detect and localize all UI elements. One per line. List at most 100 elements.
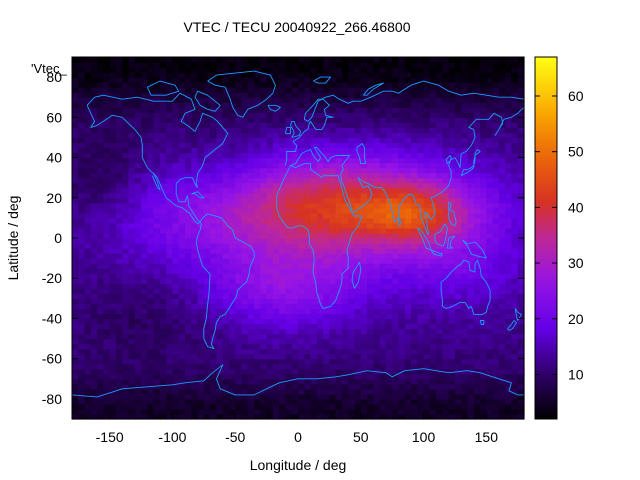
heatmap-cell: [178, 338, 186, 345]
heatmap-cell: [480, 102, 487, 108]
heatmap-cell: [128, 92, 136, 98]
heatmap-cell: [492, 383, 500, 390]
heatmap-cell: [84, 383, 92, 390]
heatmap-cell: [266, 227, 274, 234]
heatmap-cell: [90, 147, 98, 154]
heatmap-cell: [329, 147, 337, 154]
heatmap-cell: [235, 77, 243, 83]
heatmap-cell: [392, 187, 400, 194]
heatmap-cell: [498, 212, 506, 219]
heatmap-cell: [103, 167, 111, 174]
heatmap-cell: [442, 263, 450, 269]
heatmap-cell: [517, 207, 525, 214]
heatmap-cell: [411, 408, 418, 415]
heatmap-cell: [517, 293, 525, 299]
heatmap-cell: [222, 92, 230, 98]
heatmap-cell: [385, 162, 393, 169]
heatmap-cell: [210, 157, 217, 164]
heatmap-cell: [78, 338, 86, 345]
heatmap-cell: [423, 323, 431, 330]
heatmap-cell: [159, 283, 167, 289]
heatmap-cell: [298, 343, 305, 350]
heatmap-cell: [147, 232, 155, 239]
heatmap-cell: [454, 378, 462, 385]
heatmap-cell: [191, 137, 199, 144]
heatmap-cell: [128, 393, 136, 400]
heatmap-cell: [511, 172, 519, 179]
heatmap-cell: [310, 278, 318, 284]
heatmap-cell: [72, 97, 79, 103]
heatmap-cell: [241, 383, 249, 390]
heatmap-cell: [373, 238, 381, 244]
heatmap-cell: [191, 132, 199, 139]
heatmap-cell: [172, 313, 180, 320]
heatmap-cell: [72, 157, 79, 164]
heatmap-cell: [109, 283, 117, 289]
heatmap-cell: [141, 87, 148, 93]
heatmap-cell: [97, 293, 104, 299]
heatmap-cell: [498, 258, 506, 264]
heatmap-cell: [511, 353, 519, 360]
heatmap-cell: [115, 77, 123, 83]
heatmap-cell: [115, 308, 123, 315]
heatmap-cell: [84, 333, 92, 340]
heatmap-cell: [128, 212, 136, 219]
heatmap-cell: [235, 298, 243, 304]
heatmap-cell: [90, 293, 98, 299]
heatmap-cell: [423, 398, 431, 405]
heatmap-cell: [241, 172, 249, 179]
heatmap-cell: [147, 182, 155, 189]
heatmap-cell: [272, 373, 280, 380]
heatmap-cell: [90, 243, 98, 249]
heatmap-cell: [147, 172, 155, 179]
heatmap-cell: [323, 283, 330, 289]
heatmap-cell: [166, 67, 174, 73]
heatmap-cell: [492, 323, 500, 330]
heatmap-cell: [185, 217, 192, 224]
heatmap-cell: [392, 338, 400, 345]
heatmap-cell: [285, 177, 293, 184]
heatmap-cell: [454, 408, 462, 415]
heatmap-cell: [134, 403, 142, 410]
heatmap-cell: [341, 162, 349, 169]
heatmap-cell: [442, 92, 450, 98]
heatmap-cell: [122, 338, 130, 345]
heatmap-cell: [348, 77, 356, 83]
heatmap-cell: [348, 408, 356, 415]
heatmap-cell: [454, 82, 462, 88]
heatmap-cell: [310, 298, 318, 304]
heatmap-cell: [266, 157, 274, 164]
heatmap-cell: [216, 258, 224, 264]
heatmap-cell: [272, 117, 280, 123]
heatmap-cell: [398, 333, 406, 340]
heatmap-cell: [373, 77, 381, 83]
heatmap-cell: [247, 343, 255, 350]
heatmap-cell: [247, 77, 255, 83]
heatmap-cell: [398, 253, 406, 259]
heatmap-cell: [197, 313, 205, 320]
heatmap-cell: [279, 107, 287, 113]
heatmap-cell: [260, 283, 268, 289]
heatmap-cell: [254, 263, 261, 269]
heatmap-cell: [103, 197, 111, 204]
heatmap-cell: [329, 162, 337, 169]
heatmap-cell: [448, 87, 456, 93]
heatmap-cell: [103, 172, 111, 179]
heatmap-cell: [103, 278, 111, 284]
heatmap-cell: [247, 137, 255, 144]
heatmap-cell: [511, 358, 519, 365]
heatmap-cell: [341, 112, 349, 118]
heatmap-cell: [348, 383, 356, 390]
heatmap-cell: [379, 212, 387, 219]
heatmap-cell: [480, 268, 487, 274]
heatmap-cell: [329, 413, 337, 420]
heatmap-cell: [411, 248, 418, 254]
heatmap-cell: [78, 313, 86, 320]
heatmap-cell: [379, 82, 387, 88]
heatmap-cell: [228, 403, 236, 410]
heatmap-cell: [517, 197, 525, 204]
heatmap-cell: [329, 293, 337, 299]
heatmap-cell: [279, 303, 287, 309]
heatmap-cell: [448, 293, 456, 299]
heatmap-cell: [329, 202, 337, 209]
